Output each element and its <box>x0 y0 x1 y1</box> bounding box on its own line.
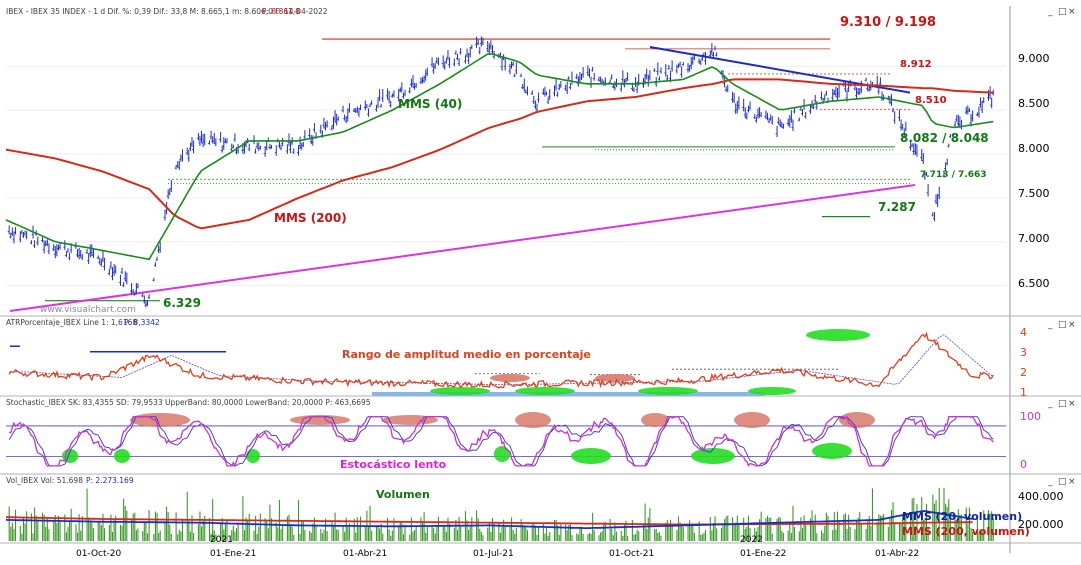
y-tick-label: 7.000 <box>1018 232 1050 245</box>
close-button[interactable]: × <box>1068 399 1076 409</box>
mms200-label: MMS (200) <box>274 211 347 225</box>
vol-mms200-label: MMS (200, volumen) <box>902 525 1030 538</box>
resistance-8510-label: 8.510 <box>915 95 947 106</box>
price-panel <box>5 36 1006 312</box>
x-tick-label: 01-Ene-22 <box>740 549 786 559</box>
vol-mms20-label: MMS (20, volumen) <box>902 510 1022 523</box>
maximize-button[interactable]: □ <box>1058 7 1067 17</box>
stoch-overbought-ellipse <box>515 412 551 428</box>
mms40-line <box>5 53 994 261</box>
volume-window-controls[interactable]: _ □ × <box>1047 477 1076 487</box>
y-tick-label: 4 <box>1020 326 1027 339</box>
price-close: P: 8.861,8 <box>262 7 300 16</box>
stoch-oversold-ellipse <box>494 446 510 462</box>
y-tick-label: 200.000 <box>1018 518 1064 531</box>
price-y-ticks: 9.000 8.500 8.000 7.500 7.000 6.500 <box>1018 52 1050 290</box>
atr-highlight-ellipse <box>638 387 698 395</box>
atr-highlight-ellipse <box>490 374 530 382</box>
stoch-oversold-ellipse <box>571 448 611 464</box>
resistance-9310-label: 9.310 / 9.198 <box>840 15 936 30</box>
y-tick-label: 100 <box>1020 410 1041 423</box>
watermark: www.visualchart.com <box>40 305 136 315</box>
stochastic-panel <box>6 412 1006 468</box>
volume-mms20-line <box>5 510 973 529</box>
stoch-window-controls[interactable]: _ □ × <box>1047 399 1076 409</box>
atr-highlight-ellipse <box>595 374 635 382</box>
maximize-button[interactable]: □ <box>1058 320 1067 330</box>
mms200-line <box>5 78 994 230</box>
stoch-oversold-ellipse <box>114 449 130 463</box>
stoch-sk-line <box>9 415 994 468</box>
stoch-sd-line <box>8 416 994 467</box>
close-button[interactable]: × <box>1068 477 1076 487</box>
support-7713-label: 7.713 / 7.663 <box>920 170 987 180</box>
minimize-button[interactable]: _ <box>1047 399 1053 409</box>
x-tick-label: 01-Abr-21 <box>343 549 387 559</box>
y-tick-label: 8.500 <box>1018 97 1050 110</box>
y-tick-label: 8.000 <box>1018 142 1050 155</box>
stoch-overbought-ellipse <box>839 412 875 428</box>
support-7287-label: 7.287 <box>878 200 916 214</box>
y-tick-label: 3 <box>1020 346 1027 359</box>
stoch-oversold-ellipse <box>691 448 735 464</box>
minimize-button[interactable]: _ <box>1047 320 1053 330</box>
volume-panel <box>5 487 994 541</box>
atr-highlight-ellipse <box>748 387 796 395</box>
stoch-oversold-ellipse <box>246 449 260 463</box>
atr-header: ATRPorcentaje_IBEX Line 1: 1,6168 <box>6 318 137 327</box>
y-tick-label: 1 <box>1020 386 1027 399</box>
stoch-annotation: Estocástico lento <box>340 458 447 471</box>
atr-window-controls[interactable]: _ □ × <box>1047 320 1076 330</box>
stoch-header: Stochastic_IBEX SK: 83,4355 SD: 79,9533 … <box>6 398 371 407</box>
volume-value: P: 2.273.169 <box>86 476 134 485</box>
y-tick-label: 400.000 <box>1018 490 1064 503</box>
stoch-y-ticks: 100 0 <box>1020 410 1041 471</box>
atr-value: P: 8,3342 <box>124 318 160 327</box>
maximize-button[interactable]: □ <box>1058 477 1067 487</box>
close-button[interactable]: × <box>1068 7 1076 17</box>
minimize-button[interactable]: _ <box>1047 7 1053 17</box>
stoch-overbought-ellipse <box>641 413 669 427</box>
volume-annotation: Volumen <box>376 488 430 501</box>
atr-signal-line <box>9 334 994 386</box>
stoch-overbought-ellipse <box>734 412 770 428</box>
close-button[interactable]: × <box>1068 320 1076 330</box>
maximize-button[interactable]: □ <box>1058 399 1067 409</box>
atr-highlight-ellipse <box>806 329 870 341</box>
x-axis-labels: 01-Oct-20 01-Ene-21 01-Abr-21 01-Jul-21 … <box>76 535 919 559</box>
mms40-label: MMS (40) <box>398 97 462 111</box>
atr-highlight-ellipse <box>515 387 575 395</box>
atr-panel <box>8 329 994 396</box>
support-8082-label: 8.082 / 8.048 <box>900 131 989 145</box>
x-tick-label: 01-Ene-21 <box>210 549 256 559</box>
year-label: 2022 <box>740 535 763 545</box>
resistance-8912-label: 8.912 <box>900 59 932 70</box>
y-tick-label: 6.500 <box>1018 277 1050 290</box>
y-tick-label: 9.000 <box>1018 52 1050 65</box>
volume-header: Vol_IBEX Vol: 51.698 <box>6 476 83 485</box>
atr-annotation: Rango de amplitud medio en porcentaje <box>342 348 591 361</box>
volume-y-ticks: 400.000 200.000 <box>1018 490 1064 531</box>
y-tick-label: 7.500 <box>1018 187 1050 200</box>
year-label: 2021 <box>210 535 233 545</box>
volume-mms200-line <box>6 516 973 526</box>
x-tick-label: 01-Oct-21 <box>609 549 654 559</box>
stoch-oversold-ellipse <box>812 443 852 459</box>
support-6329-label: 6.329 <box>163 296 201 310</box>
atr-line <box>8 331 994 389</box>
x-tick-label: 01-Abr-22 <box>875 549 919 559</box>
atr-highlight-ellipse <box>430 387 490 395</box>
atr-y-ticks: 4 3 2 1 <box>1020 326 1027 399</box>
minimize-button[interactable]: _ <box>1047 477 1053 487</box>
x-tick-label: 01-Oct-20 <box>76 549 121 559</box>
price-window-controls[interactable]: _ □ × <box>1047 7 1076 17</box>
y-tick-label: 0 <box>1020 458 1027 471</box>
trendline-support <box>9 184 916 312</box>
stoch-overbought-ellipse <box>130 413 190 427</box>
x-tick-label: 01-Jul-21 <box>473 549 514 559</box>
y-tick-label: 2 <box>1020 366 1027 379</box>
price-header: IBEX - IBEX 35 INDEX - 1 d Dif. %: 0,39 … <box>6 7 328 16</box>
